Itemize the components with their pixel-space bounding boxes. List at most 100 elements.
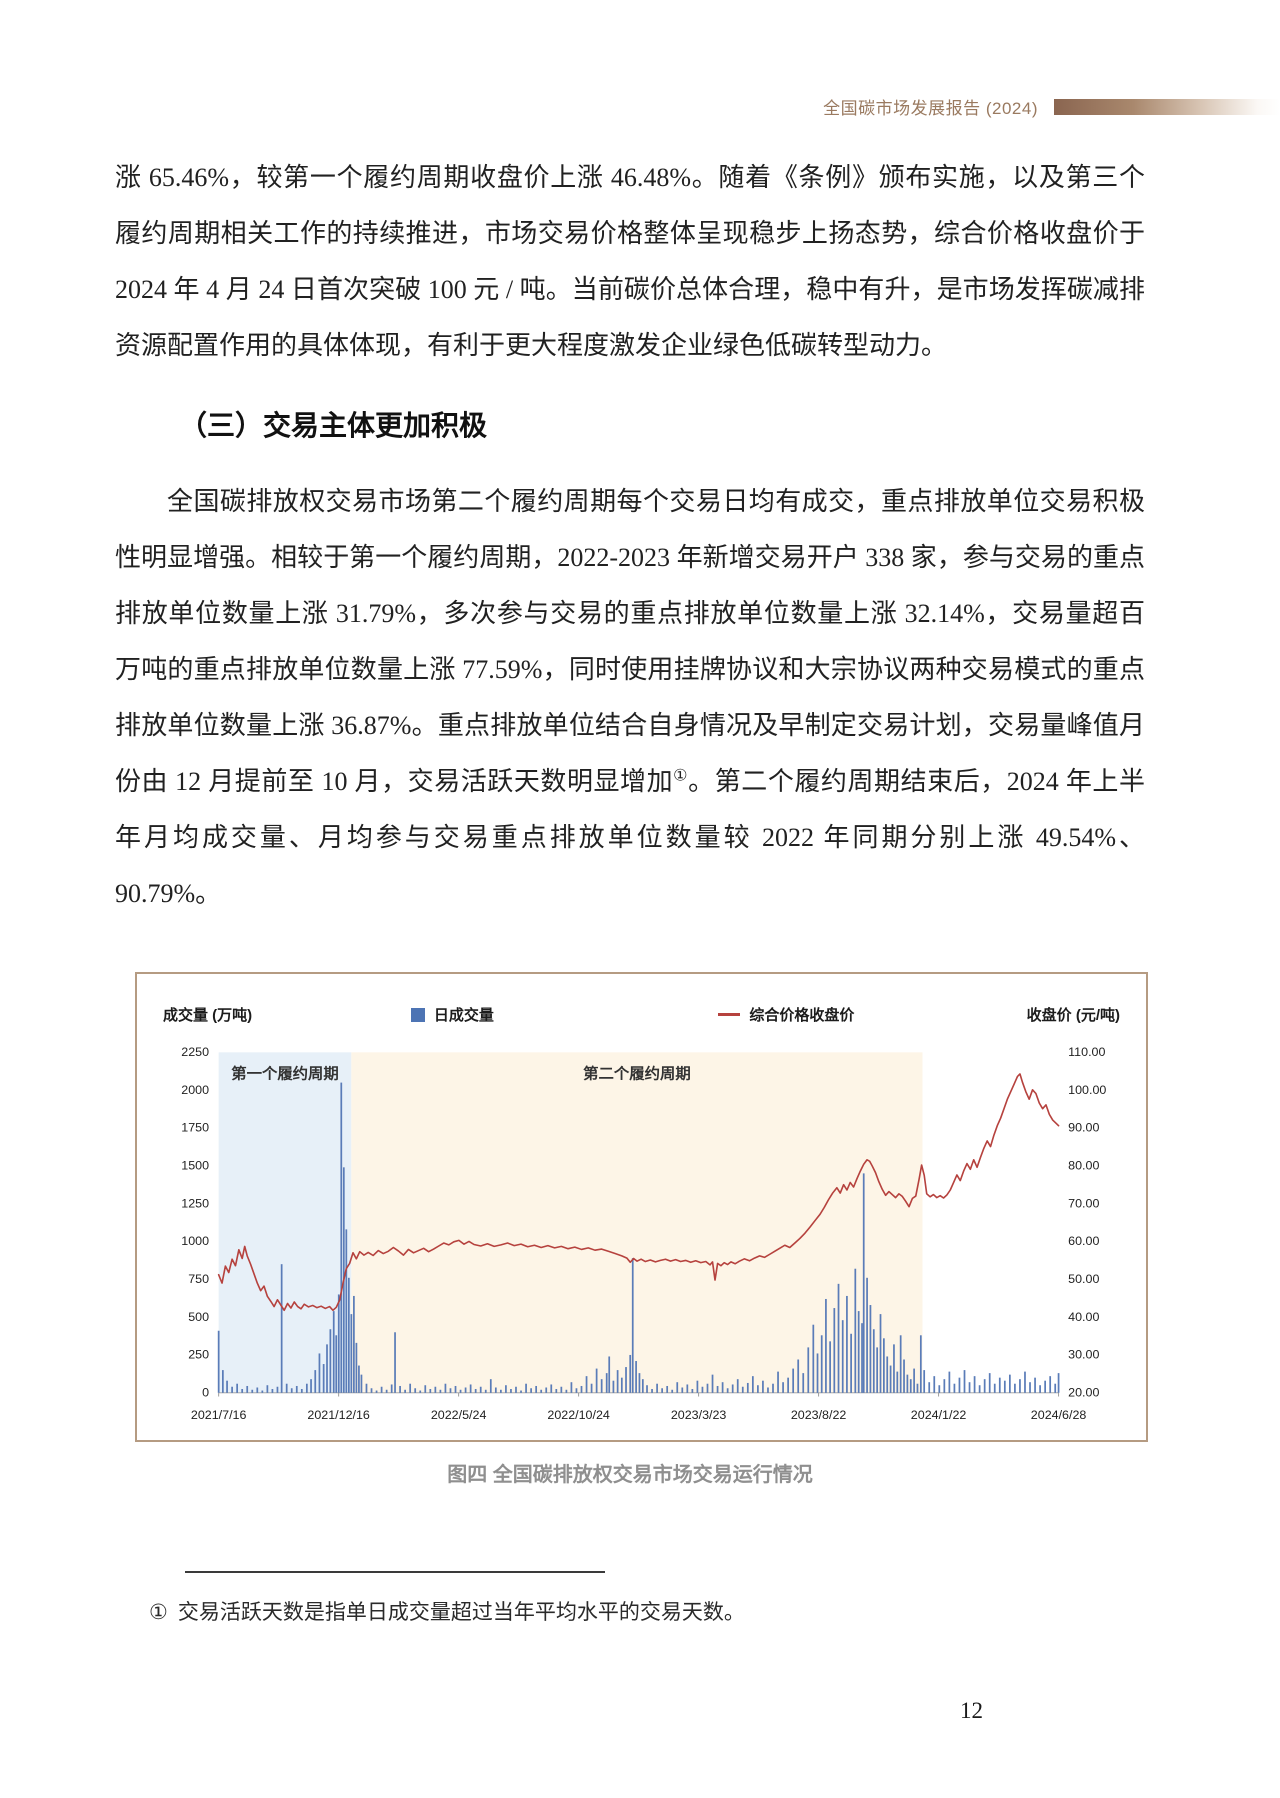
volume-bar [933, 1376, 936, 1393]
volume-bar [893, 1344, 895, 1393]
volume-bar [399, 1385, 401, 1393]
volume-bar [605, 1373, 608, 1393]
volume-bar [993, 1383, 996, 1393]
volume-bar [585, 1376, 588, 1393]
volume-bar [736, 1379, 739, 1393]
volume-bar [570, 1382, 573, 1393]
x-axis-tick: 2024/1/22 [911, 1408, 967, 1422]
volume-bar [580, 1385, 583, 1393]
volume-bar [825, 1298, 827, 1393]
x-axis-tick: 2022/5/24 [431, 1408, 487, 1422]
volume-bar [883, 1338, 885, 1393]
volume-bar [741, 1386, 744, 1393]
volume-bar [419, 1390, 422, 1393]
left-axis-tick: 1250 [181, 1197, 209, 1211]
volume-bar [854, 1268, 857, 1393]
volume-bar [721, 1382, 724, 1393]
volume-swatch-icon [410, 1008, 425, 1022]
x-axis-tick: 2024/6/28 [1031, 1408, 1087, 1422]
volume-bar [345, 1229, 348, 1393]
compliance-period-label: 第一个履约周期 [231, 1065, 339, 1083]
volume-bar [469, 1384, 472, 1393]
volume-bar [968, 1382, 971, 1393]
volume-bar [337, 1294, 340, 1393]
right-axis-tick: 110.00 [1068, 1045, 1105, 1059]
volume-bar [520, 1390, 522, 1393]
volume-bar [439, 1389, 442, 1393]
volume-bar [833, 1308, 836, 1393]
volume-bar [711, 1374, 714, 1393]
volume-bar [434, 1386, 437, 1393]
volume-bar [1024, 1371, 1026, 1393]
volume-bar [906, 1374, 909, 1393]
volume-bar [777, 1371, 779, 1393]
volume-bar [484, 1389, 487, 1393]
report-title: 全国碳市场发展报告 (2024) [823, 99, 1038, 118]
volume-bar [340, 1082, 343, 1393]
volume-bar [751, 1376, 754, 1393]
body-paragraph-2: 全国碳排放权交易市场第二个履约周期每个交易日均有成交，重点排放单位交易积极性明显… [115, 474, 1145, 922]
volume-bar [1014, 1383, 1016, 1393]
volume-bar [608, 1356, 611, 1393]
volume-bar [322, 1364, 325, 1393]
volume-bar [772, 1383, 774, 1393]
volume-bar [500, 1389, 502, 1393]
volume-bar [560, 1386, 563, 1393]
volume-bar [978, 1385, 981, 1393]
volume-bar [869, 1305, 872, 1393]
volume-bar [350, 1314, 353, 1393]
volume-bar [816, 1353, 819, 1393]
volume-bar [829, 1341, 831, 1393]
volume-bar [226, 1380, 228, 1393]
footnote: ① 交易活跃天数是指单日成交量超过当年平均水平的交易天数。 [149, 1595, 1145, 1629]
footnote-divider [185, 1571, 605, 1573]
volume-bar [335, 1335, 338, 1393]
volume-bar [651, 1389, 653, 1393]
volume-bar [681, 1387, 684, 1393]
volume-bar [797, 1359, 800, 1393]
x-axis-tick: 2023/3/23 [671, 1408, 727, 1422]
volume-bar [646, 1385, 648, 1393]
volume-bar [629, 1354, 632, 1393]
volume-bar [923, 1370, 926, 1393]
volume-bar [540, 1389, 543, 1393]
legend-volume: 日成交量 [410, 1004, 494, 1025]
compliance-period-region [351, 1052, 923, 1393]
legend-price-label: 综合价格收盘价 [749, 1007, 855, 1024]
left-axis-title: 成交量 (万吨) [163, 1007, 253, 1024]
volume-bar [358, 1365, 360, 1393]
volume-bar [641, 1379, 644, 1393]
footnote-marker: ① [149, 1600, 168, 1624]
legend-volume-label: 日成交量 [433, 1007, 494, 1024]
volume-bar [998, 1377, 1001, 1393]
volume-bar [505, 1385, 507, 1393]
volume-bar [696, 1380, 699, 1393]
volume-bar [295, 1385, 298, 1393]
volume-bar [318, 1353, 321, 1393]
volume-bar [326, 1344, 328, 1393]
volume-bar [390, 1384, 393, 1393]
price-line [217, 1073, 1060, 1312]
volume-bar [1039, 1385, 1041, 1393]
volume-bar [876, 1347, 879, 1393]
right-axis-tick: 30.00 [1068, 1348, 1099, 1362]
legend-price: 综合价格收盘价 [718, 1004, 854, 1025]
volume-bar [236, 1383, 239, 1393]
page-header: 全国碳市场发展报告 (2024) [0, 94, 1280, 119]
x-axis-tick: 2021/7/16 [191, 1408, 247, 1422]
volume-bar [691, 1389, 694, 1393]
volume-bar [1008, 1374, 1011, 1393]
volume-bar [973, 1376, 976, 1393]
volume-bar [846, 1295, 848, 1393]
volume-bar [792, 1368, 795, 1393]
volume-bar [1044, 1380, 1047, 1393]
volume-bar [1029, 1382, 1031, 1393]
volume-bar [530, 1388, 532, 1393]
volume-bar [429, 1389, 432, 1393]
volume-bar [631, 1258, 634, 1393]
volume-bar [600, 1379, 603, 1393]
volume-bar [404, 1389, 406, 1393]
volume-bar [545, 1387, 548, 1393]
volume-bar [666, 1385, 669, 1393]
right-axis-tick: 100.00 [1068, 1083, 1106, 1097]
